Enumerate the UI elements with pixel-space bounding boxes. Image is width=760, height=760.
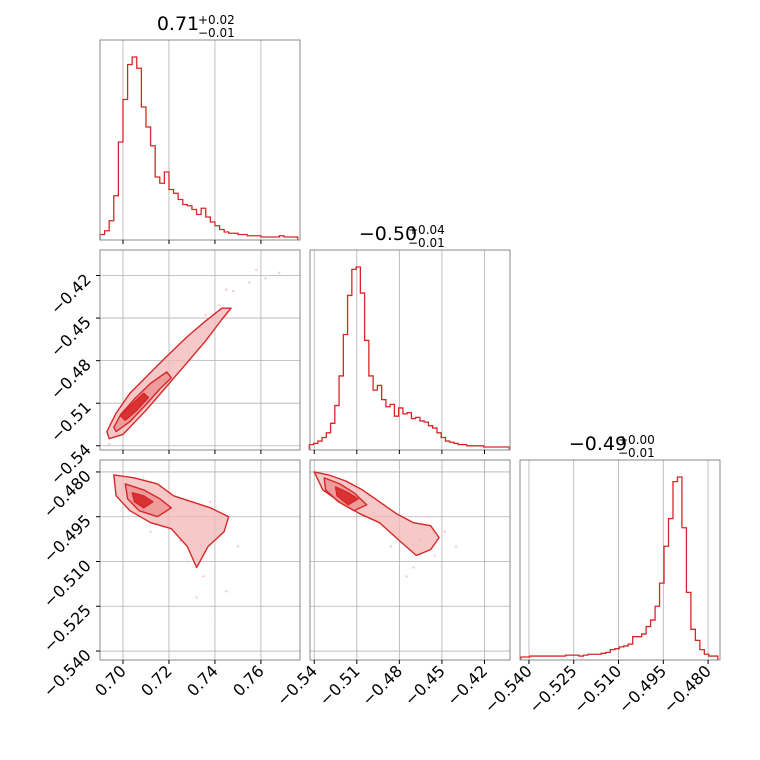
sample-point — [195, 596, 198, 599]
panel-2-0: 0.70 0.72 0.74 0.76 −0.540−0.525−0.510−0.495… — [40, 459, 301, 701]
title-upper-error: +0.02 — [198, 13, 235, 27]
title-upper-error: +0.00 — [618, 433, 655, 447]
sample-point — [213, 619, 217, 623]
panel-frame — [309, 459, 511, 661]
y-tick-label: −0.45 — [47, 312, 95, 360]
x-tick-label: −0.495 — [615, 661, 670, 716]
sample-point — [389, 545, 393, 548]
panel-frame — [519, 459, 721, 661]
sample-point — [202, 575, 205, 578]
sample-point — [443, 530, 446, 533]
panel-frame — [99, 249, 301, 451]
x-tick-label: −0.51 — [316, 661, 364, 709]
panel-0-0: 0.71+0.02−0.01 — [99, 13, 301, 244]
histogram-step — [99, 56, 299, 240]
contour-level-3 — [334, 486, 359, 506]
histogram-step — [308, 266, 510, 450]
sample-point — [209, 500, 212, 503]
x-tick-label: −0.45 — [401, 661, 449, 709]
sample-point — [225, 590, 228, 593]
sample-point — [426, 515, 429, 518]
sample-point — [412, 566, 415, 569]
y-tick-label: −0.495 — [40, 511, 95, 566]
contour-level-3 — [131, 492, 154, 509]
panel-2-2: −0.49+0.00−0.01 −0.540−0.525−0.510−0.495−… — [480, 433, 721, 717]
y-tick-label: −0.48 — [47, 355, 95, 403]
panel-title: −0.49 — [569, 433, 627, 455]
title-lower-error: −0.01 — [408, 236, 445, 250]
x-tick-label: −0.540 — [480, 661, 535, 716]
sample-point — [232, 289, 235, 293]
x-tick-label: 0.76 — [229, 661, 268, 700]
x-tick-label: 0.74 — [183, 661, 222, 700]
x-tick-label: 0.70 — [91, 661, 130, 700]
sample-point — [149, 530, 152, 533]
panel-1-0: −0.54−0.51−0.48−0.45−0.42 — [47, 249, 301, 488]
sample-point — [255, 268, 258, 272]
sample-point — [454, 545, 458, 548]
sample-point — [248, 281, 251, 284]
sample-point — [264, 277, 267, 280]
panel-title: −0.50 — [359, 223, 417, 245]
y-tick-label: −0.42 — [47, 270, 95, 318]
sample-point — [433, 554, 437, 557]
sample-point — [236, 545, 240, 548]
sample-point — [218, 304, 221, 307]
histogram-step — [520, 476, 719, 660]
sample-point — [107, 443, 111, 446]
sample-point — [225, 288, 228, 291]
panel-frame — [99, 459, 301, 661]
x-tick-label: −0.48 — [358, 661, 406, 709]
y-tick-label: −0.51 — [47, 398, 95, 446]
panel-2-1: −0.54−0.51−0.48−0.45−0.42 — [273, 459, 511, 709]
title-lower-error: −0.01 — [198, 26, 235, 40]
sample-point — [405, 575, 408, 578]
title-lower-error: −0.01 — [618, 446, 655, 460]
panel-frame — [99, 39, 301, 241]
sample-point — [186, 560, 189, 563]
x-tick-label: −0.54 — [273, 661, 321, 709]
x-tick-label: −0.510 — [570, 661, 625, 716]
x-tick-label: 0.72 — [137, 661, 176, 700]
title-upper-error: +0.04 — [408, 223, 445, 237]
x-tick-label: −0.525 — [525, 661, 580, 716]
sample-point — [204, 314, 207, 317]
panel-1-1: −0.50+0.04−0.01 — [308, 223, 511, 454]
panel-frame — [309, 249, 511, 451]
contour-level-3 — [119, 392, 150, 421]
sample-point — [278, 271, 281, 274]
y-tick-label: −0.525 — [40, 601, 95, 656]
y-tick-label: −0.510 — [40, 556, 95, 611]
panel-title: 0.71 — [157, 13, 199, 35]
y-tick-label: −0.540 — [40, 645, 95, 700]
x-tick-label: −0.480 — [660, 661, 715, 716]
